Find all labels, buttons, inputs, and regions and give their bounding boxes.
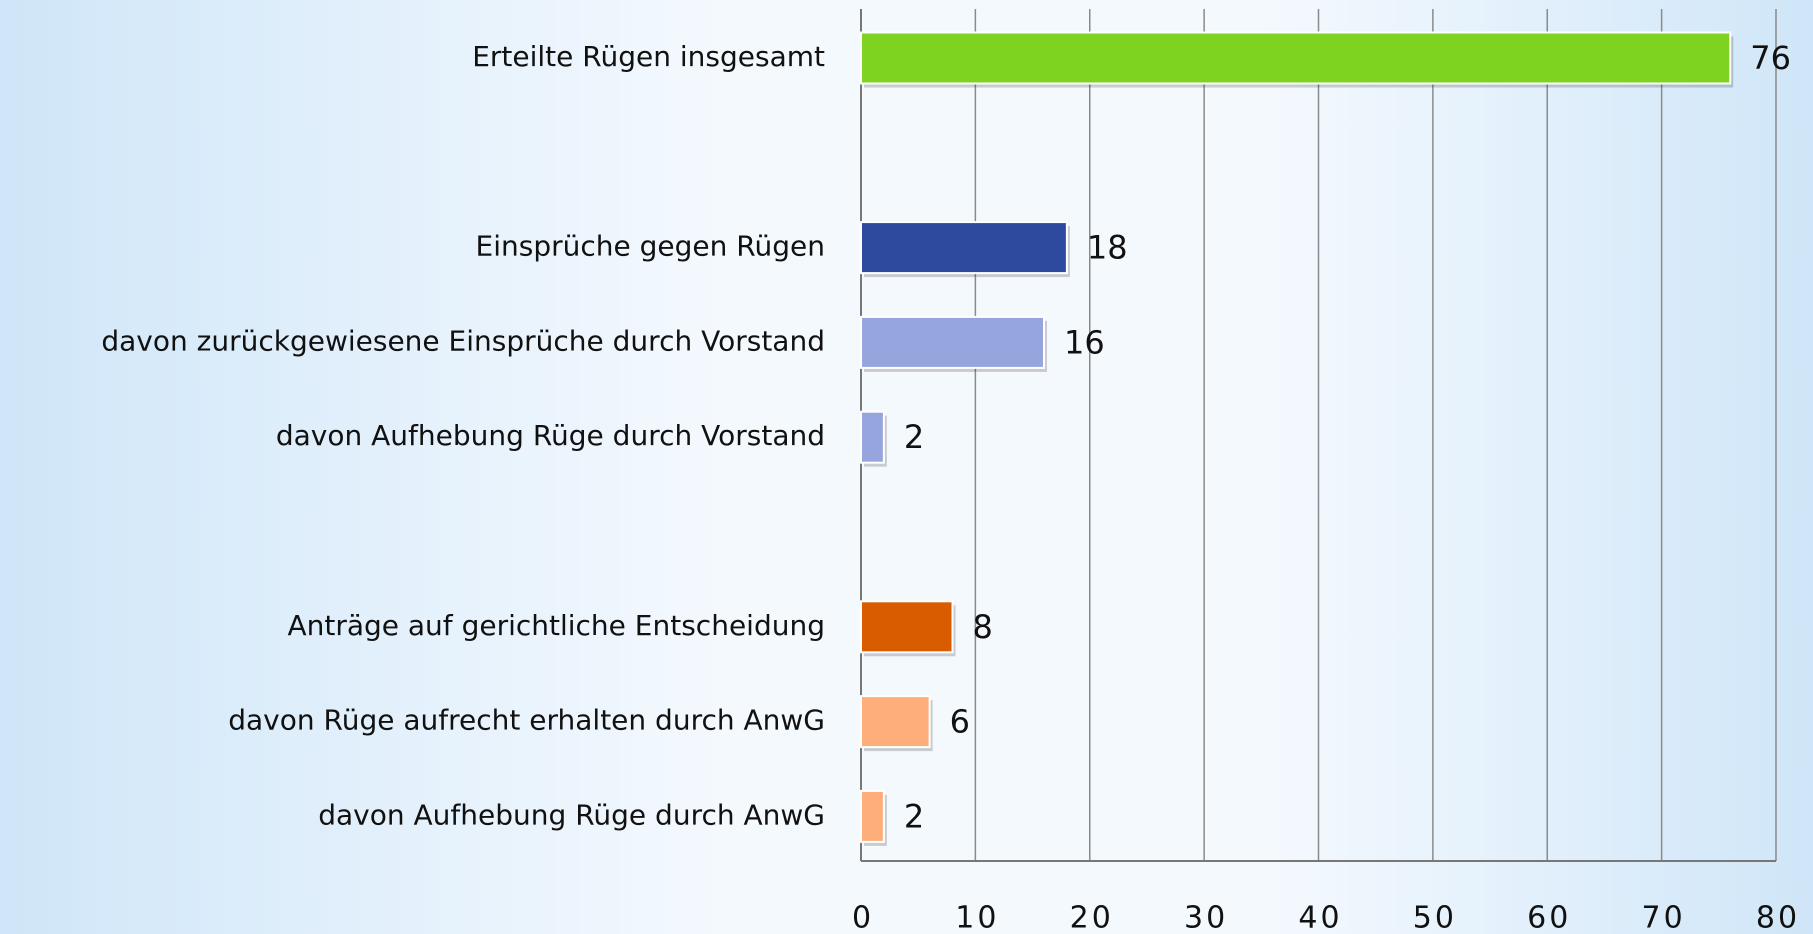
bar	[860, 221, 1068, 275]
y-tick-label: davon zurückgewiesene Einsprüche durch V…	[101, 324, 825, 357]
y-tick-label: davon Aufhebung Rüge durch AnwG	[318, 798, 825, 831]
y-tick-label: Erteilte Rügen insgesamt	[472, 40, 825, 73]
x-tick-label: 60	[1527, 901, 1571, 934]
x-tick-label: 80	[1756, 901, 1800, 934]
x-tick-label: 20	[1070, 901, 1114, 934]
y-tick-label: Anträge auf gerichtliche Entscheidung	[287, 609, 825, 642]
x-tick-label: 30	[1184, 901, 1228, 934]
bar	[860, 315, 1045, 369]
bar	[860, 31, 1732, 85]
data-label: 6	[950, 703, 970, 741]
x-tick-label: 70	[1642, 901, 1686, 934]
data-label: 18	[1087, 229, 1128, 267]
data-label: 2	[904, 797, 924, 835]
x-tick-label: 0	[852, 901, 874, 934]
data-label: 76	[1750, 39, 1791, 77]
bar	[860, 789, 885, 843]
data-label: 16	[1064, 323, 1105, 361]
x-tick-label: 50	[1413, 901, 1457, 934]
y-tick-label: davon Aufhebung Rüge durch Vorstand	[276, 419, 825, 452]
bar	[860, 410, 885, 464]
data-label: 2	[904, 418, 924, 456]
x-tick-label: 40	[1298, 901, 1342, 934]
y-tick-label: davon Rüge aufrecht erhalten durch AnwG	[228, 704, 825, 737]
bar	[860, 695, 931, 749]
x-tick-label: 10	[955, 901, 999, 934]
data-label: 8	[973, 608, 993, 646]
y-tick-label: Einsprüche gegen Rügen	[476, 230, 825, 263]
bar	[860, 600, 954, 654]
